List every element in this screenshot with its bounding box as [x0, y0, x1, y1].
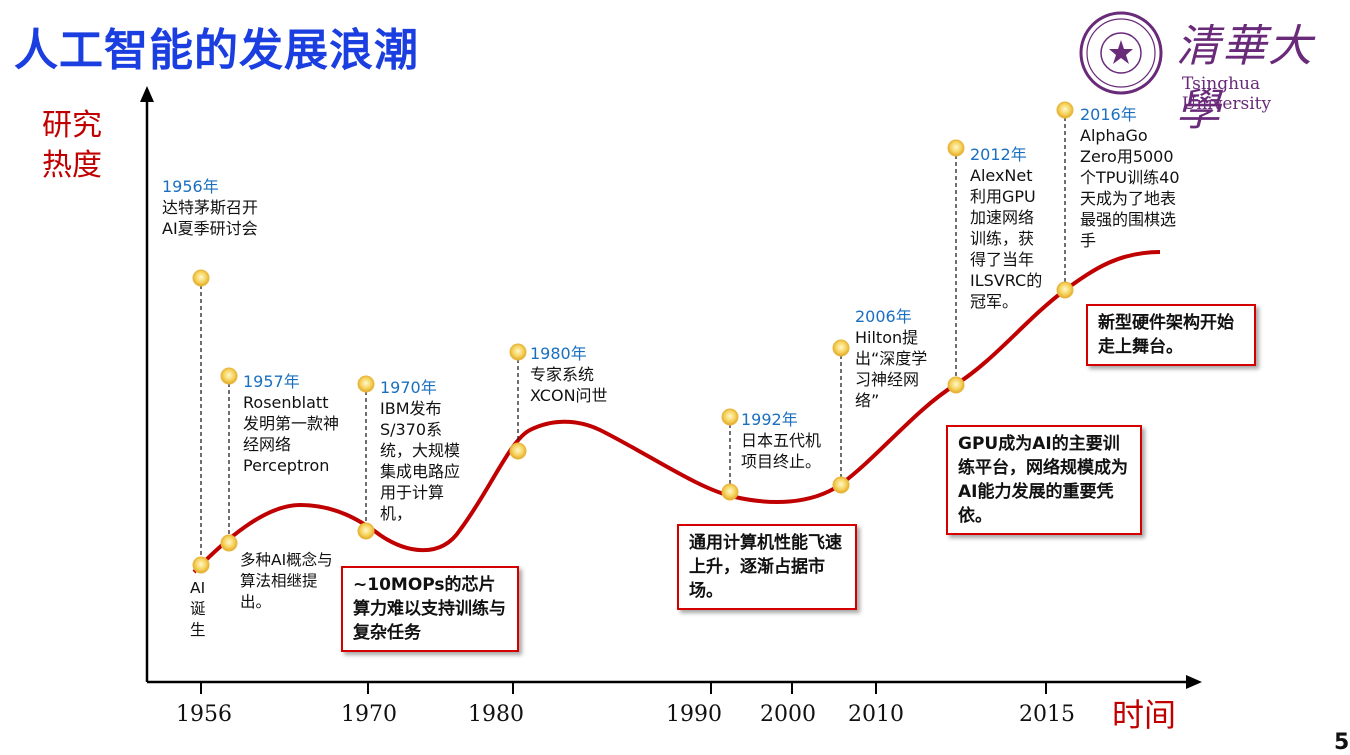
marker-dot — [1056, 101, 1074, 119]
event-1980: 1980年 专家系统XCON问世 — [530, 343, 620, 406]
event-year: 1992年 — [741, 410, 798, 429]
callout-new-hardware: 新型硬件架构开始走上舞台。 — [1086, 304, 1256, 366]
x-tick-label: 1990 — [666, 702, 722, 727]
callout-general-computing: 通用计算机性能飞速上升，逐渐占据市场。 — [677, 524, 857, 610]
page-title: 人工智能的发展浪潮 — [14, 25, 419, 76]
note-concepts: 多种AI概念与算法相继提出。 — [240, 551, 333, 611]
marker-dot — [509, 442, 527, 460]
university-seal-icon — [1079, 11, 1163, 95]
event-year: 1970年 — [380, 378, 437, 397]
event-1970: 1970年 IBM发布S/370系统，大规模集成电路应用于计算机， — [380, 377, 472, 524]
event-text: IBM发布S/370系统，大规模集成电路应用于计算机， — [380, 399, 461, 523]
event-2006: 2006年 Hilton提出“深度学习神经网络” — [855, 306, 943, 411]
x-tick-label: 2015 — [1019, 702, 1075, 727]
event-year: 2006年 — [855, 307, 912, 326]
x-tick-label: 2000 — [760, 702, 816, 727]
leader-lines — [200, 110, 1066, 565]
event-text: 达特茅斯召开AI夏季研讨会 — [162, 198, 259, 238]
marker-dot — [220, 367, 238, 385]
callout-mops: ~10MOPs的芯片算力难以支持训练与复杂任务 — [341, 566, 519, 652]
marker-dot — [192, 269, 210, 287]
event-1992: 1992年 日本五代机项目终止。 — [741, 409, 833, 472]
event-text: Hilton提出“深度学习神经网络” — [855, 328, 928, 410]
x-tick-label: 1956 — [176, 702, 232, 727]
callout-gpu: GPU成为AI的主要训练平台，网络规模成为AI能力发展的重要凭依。 — [946, 425, 1142, 535]
marker-dot — [721, 483, 739, 501]
tsinghua-logo: 清華大學 Tsinghua University — [1078, 10, 1340, 136]
marker-dot — [220, 534, 238, 552]
x-tick-marks — [200, 682, 1047, 694]
event-year: 2016年 — [1080, 105, 1137, 124]
y-axis-label: 研究热度 — [42, 108, 102, 183]
event-text: 专家系统XCON问世 — [530, 365, 608, 405]
marker-dot — [947, 376, 965, 394]
page-number: 5 — [1334, 730, 1350, 755]
x-tick-label: 1980 — [468, 702, 524, 727]
event-year: 1980年 — [530, 344, 587, 363]
marker-dot — [947, 139, 965, 157]
logo-chinese-name: 清華大學 — [1176, 21, 1314, 136]
event-1957: 1957年 Rosenblatt发明第一款神经网络Perceptron — [243, 371, 339, 476]
marker-dot — [832, 476, 850, 494]
marker-dot — [832, 339, 850, 357]
marker-dot — [1056, 281, 1074, 299]
marker-dot — [357, 522, 375, 540]
logo-english-name: Tsinghua University — [1182, 74, 1272, 114]
marker-dot — [192, 556, 210, 574]
event-text: AlexNet利用GPU加速网络训练，获得了当年ILSVRC的冠军。 — [970, 166, 1043, 311]
event-text: 日本五代机项目终止。 — [741, 431, 822, 471]
event-1956: 1956年 达特茅斯召开AI夏季研讨会 — [162, 176, 260, 239]
x-tick-label: 2010 — [848, 702, 904, 727]
x-tick-label: 1970 — [341, 702, 397, 727]
x-axis-label: 时间 — [1112, 696, 1177, 734]
event-year: 1957年 — [243, 372, 300, 391]
event-year: 1956年 — [162, 177, 219, 196]
note-ai-birth: AI诞生 — [190, 579, 206, 639]
event-year: 2012年 — [970, 145, 1027, 164]
event-markers — [192, 101, 1074, 574]
y-axis-arrow — [140, 86, 154, 102]
marker-dot — [509, 343, 527, 361]
event-2012: 2012年 AlexNet利用GPU加速网络训练，获得了当年ILSVRC的冠军。 — [970, 144, 1046, 312]
event-text: Rosenblatt发明第一款神经网络Perceptron — [243, 393, 340, 475]
x-axis-arrow — [1186, 675, 1202, 689]
marker-dot — [721, 408, 739, 426]
event-2016: 2016年 AlphaGo Zero用5000个TPU训练40天成为了地表最强的… — [1080, 104, 1180, 251]
marker-dot — [357, 375, 375, 393]
event-text: AlphaGo Zero用5000个TPU训练40天成为了地表最强的围棋选手 — [1080, 126, 1180, 250]
